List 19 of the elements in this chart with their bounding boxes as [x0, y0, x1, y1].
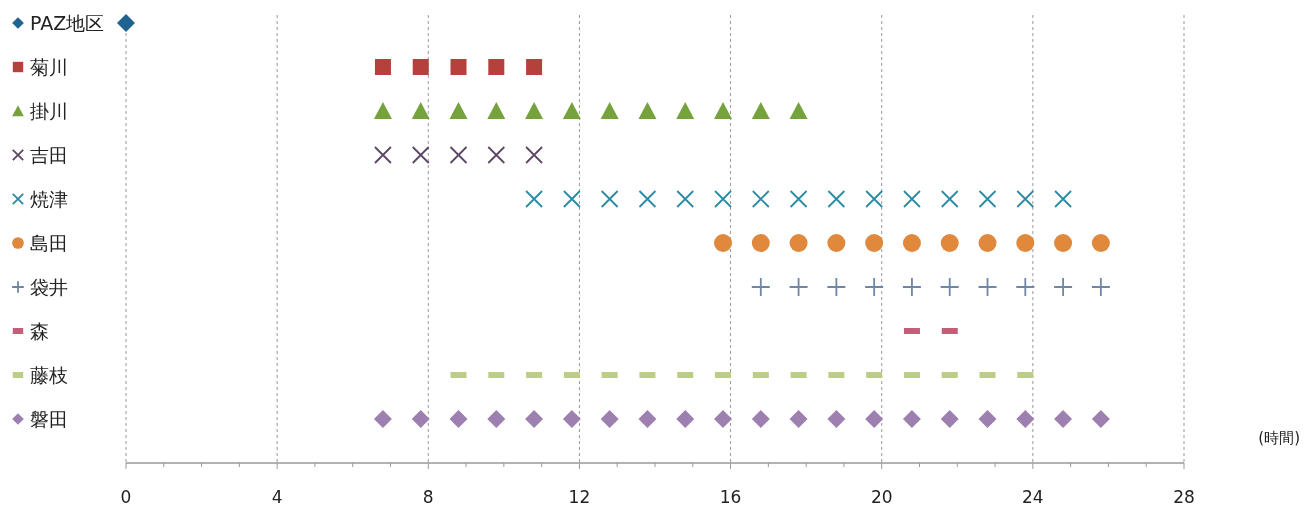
x-tick-label: 0 [120, 487, 132, 507]
y-tick-label: 森 [30, 320, 49, 342]
x-tick-label: 24 [1022, 487, 1044, 507]
y-tick-label: 掛川 [30, 100, 68, 122]
y-tick-label: 島田 [30, 232, 68, 254]
y-tick-label: PAZ地区 [30, 12, 105, 34]
y-tick-label: 袋井 [30, 276, 68, 298]
x-tick-label: 12 [568, 487, 591, 507]
x-tick-label: 4 [271, 487, 283, 507]
x-tick-label: 28 [1173, 487, 1195, 507]
y-tick-label: 磐田 [30, 408, 68, 430]
x-tick-label: 16 [719, 487, 742, 507]
y-tick-label: 焼津 [30, 188, 68, 210]
y-tick-label: 菊川 [30, 56, 68, 78]
y-tick-label: 吉田 [30, 144, 68, 166]
x-tick-label: 20 [870, 487, 893, 507]
x-tick-label: 8 [422, 487, 434, 507]
y-tick-label: 藤枝 [30, 364, 68, 386]
x-axis-title: (時間) [1258, 429, 1300, 447]
